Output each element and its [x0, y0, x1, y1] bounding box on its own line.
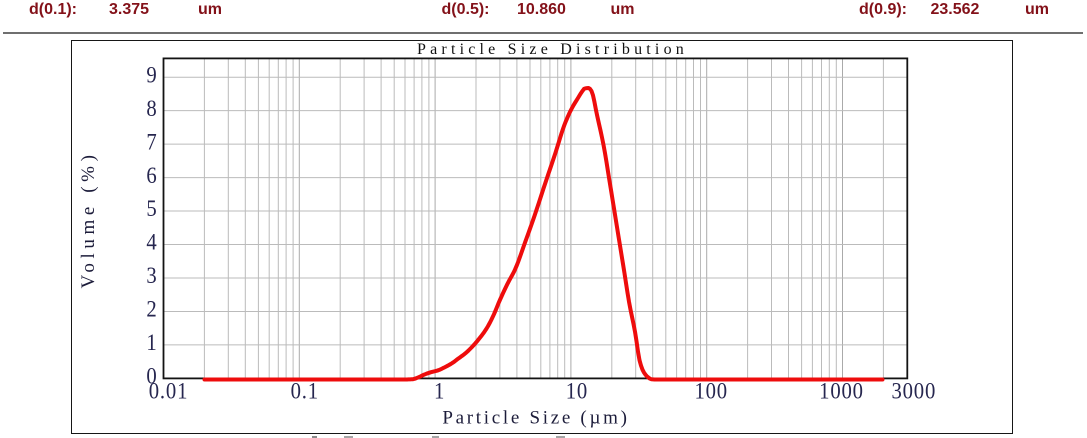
svg-text:10: 10 — [566, 379, 588, 404]
svg-text:1: 1 — [146, 330, 157, 355]
svg-text:Particle Size Distribution: Particle Size Distribution — [417, 41, 688, 58]
svg-text:1000: 1000 — [819, 379, 864, 404]
svg-text:Volume (%): Volume (%) — [78, 151, 99, 289]
svg-text:0.1: 0.1 — [291, 379, 319, 404]
svg-text:2: 2 — [146, 297, 157, 322]
svg-text:6: 6 — [146, 163, 157, 188]
svg-text:100: 100 — [694, 379, 727, 404]
svg-text:0.01: 0.01 — [149, 379, 188, 404]
svg-text:7: 7 — [146, 129, 157, 154]
svg-text:0: 0 — [146, 364, 157, 389]
svg-text:3: 3 — [146, 263, 157, 288]
svg-text:9: 9 — [146, 62, 157, 87]
svg-text:5: 5 — [146, 196, 157, 221]
svg-text:4: 4 — [146, 230, 157, 255]
svg-text:8: 8 — [146, 96, 157, 121]
svg-text:3000: 3000 — [891, 379, 936, 404]
svg-text:Particle Size (µm): Particle Size (µm) — [442, 408, 629, 429]
svg-text:1: 1 — [434, 379, 445, 404]
